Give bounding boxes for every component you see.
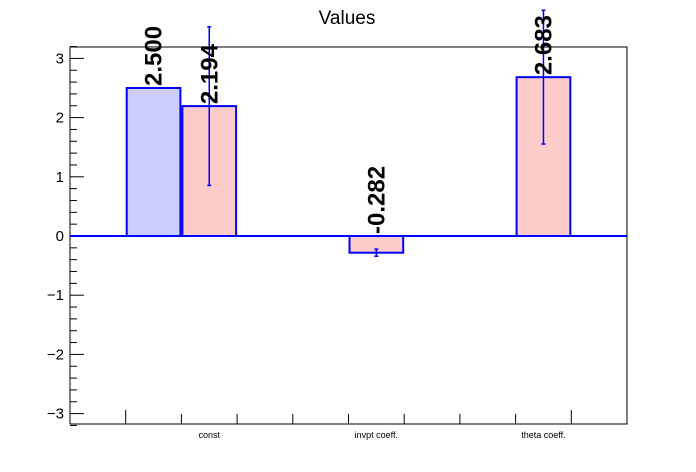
data-label: -0.282 bbox=[363, 166, 390, 234]
x-tick-label: theta coeff. bbox=[521, 430, 565, 440]
data-label: 2.500 bbox=[141, 26, 168, 86]
y-tick-label: −2 bbox=[47, 346, 64, 363]
data-labels: const invpt coeff. theta coeff. 2.500 2.194 -… bbox=[141, 15, 566, 440]
chart-title: Values bbox=[319, 8, 376, 29]
bars bbox=[70, 9, 627, 257]
y-tick-label: 3 bbox=[56, 50, 64, 67]
data-label: 2.683 bbox=[530, 15, 557, 75]
y-tick-label: −1 bbox=[47, 287, 64, 304]
y-tick-label: 0 bbox=[56, 228, 64, 245]
data-label: 2.194 bbox=[196, 43, 223, 104]
y-tick-label: 1 bbox=[56, 169, 64, 186]
y-tick-label: −3 bbox=[47, 406, 64, 423]
x-tick-label: invpt coeff. bbox=[355, 430, 398, 440]
y-tick-label: 2 bbox=[56, 110, 64, 127]
axis-ticks: −3 −2 −1 0 1 2 3 bbox=[47, 46, 572, 426]
x-tick-label: const bbox=[198, 430, 220, 440]
bar bbox=[125, 87, 182, 237]
